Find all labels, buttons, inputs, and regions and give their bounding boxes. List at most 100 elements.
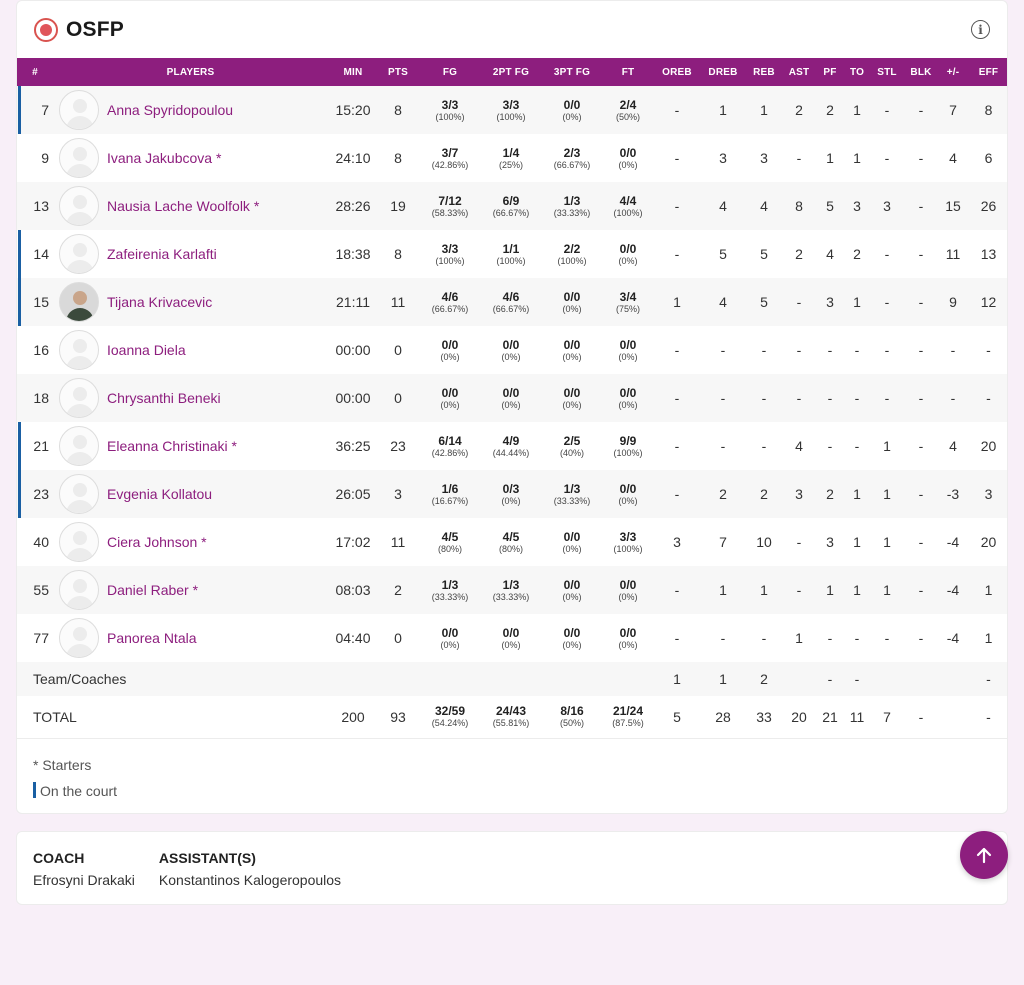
minutes: 08:03 — [335, 582, 371, 598]
fg3-percentage: (33.33%) — [553, 495, 591, 506]
avatar[interactable] — [59, 522, 99, 562]
scroll-to-top-button[interactable] — [960, 831, 1008, 879]
stat-eff: - — [986, 342, 991, 358]
column-header: PTS — [387, 66, 409, 78]
table-row: 23 Evgenia Kollatou 26:05 3 1/6 (16.67%) 0/3 (0… — [17, 470, 1007, 518]
column-header: EFF — [978, 66, 999, 78]
fg3-made-attempted: 2/3 — [563, 145, 581, 160]
avatar[interactable] — [59, 474, 99, 514]
stat-oreb: 3 — [673, 534, 681, 550]
minutes: 26:05 — [335, 486, 371, 502]
stat-stl: - — [884, 294, 890, 310]
minutes: 28:26 — [335, 198, 371, 214]
avatar[interactable] — [59, 90, 99, 130]
stat-blk: - — [918, 630, 924, 646]
stat-dreb: 7 — [719, 534, 727, 550]
fg: 6/14 (42.86%) — [418, 422, 482, 470]
stat-to: 1 — [853, 150, 861, 166]
fg3: 8/16 (50%) — [540, 696, 604, 738]
table-row: 16 Ioanna Diela 00:00 0 0/0 (0%) 0/0 (0%) 0/0 (0%… — [17, 326, 1007, 374]
stat-stl: 1 — [883, 534, 891, 550]
fg3-made-attempted: 2/2 — [563, 241, 581, 256]
ft-made-attempted: 3/3 — [619, 529, 637, 544]
stat-pm — [936, 662, 970, 696]
ft-percentage: (0%) — [618, 351, 638, 362]
fg3: 1/3 (33.33%) — [540, 182, 604, 230]
stat-reb: 5 — [760, 294, 768, 310]
stat-oreb: - — [674, 438, 680, 454]
coach-card: COACH Efrosyni Drakaki ASSISTANT(S) Kons… — [16, 831, 1008, 905]
fg2-percentage: (0%) — [501, 639, 521, 650]
player-name-link[interactable]: Ivana Jakubcova * — [107, 150, 222, 166]
fg-made-attempted: 1/6 — [441, 481, 459, 496]
points: 3 — [394, 486, 402, 502]
stat-pf: - — [827, 342, 833, 358]
avatar[interactable] — [59, 186, 99, 226]
info-icon[interactable]: i — [971, 20, 990, 39]
fg2: 3/3 (100%) — [482, 86, 540, 134]
player-name-link[interactable]: Nausia Lache Woolfolk * — [107, 198, 260, 214]
column-header: +/- — [946, 66, 960, 78]
player-name-link[interactable]: Tijana Krivacevic — [107, 294, 213, 310]
stat-dreb: - — [720, 438, 726, 454]
avatar[interactable] — [59, 570, 99, 610]
column-header: MIN — [343, 66, 363, 78]
player-name-link[interactable]: Zafeirenia Karlafti — [107, 246, 217, 262]
team-coaches-row: Team/Coaches 1 1 2 - - - — [17, 662, 1007, 696]
player-name-link[interactable]: Evgenia Kollatou — [107, 486, 213, 502]
fg2: 1/1 (100%) — [482, 230, 540, 278]
on-court-marker — [33, 781, 36, 798]
column-header: 2PT FG — [492, 66, 530, 78]
stat-oreb: - — [674, 486, 680, 502]
stat-blk: - — [918, 534, 924, 550]
avatar[interactable] — [59, 330, 99, 370]
fg3-percentage: (0%) — [562, 399, 582, 410]
fg-percentage: (33.33%) — [431, 591, 469, 602]
points: 8 — [394, 150, 402, 166]
stat-to: 1 — [853, 102, 861, 118]
player-name-link[interactable]: Daniel Raber * — [107, 582, 199, 598]
fg2: 1/3 (33.33%) — [482, 566, 540, 614]
player-cell: Zafeirenia Karlafti — [53, 230, 328, 278]
player-name-link[interactable]: Eleanna Christinaki * — [107, 438, 237, 454]
table-header-row: # PLAYERS MIN PTS FG 2PT FG 3PT FG FT OREB DREB RE… — [17, 58, 1007, 86]
stat-pf: 5 — [826, 198, 834, 214]
stat-stl: 1 — [883, 582, 891, 598]
player-name-link[interactable]: Ioanna Diela — [107, 342, 186, 358]
ft-made-attempted: 0/0 — [619, 481, 637, 496]
fg-made-attempted: 0/0 — [441, 385, 459, 400]
stat-to: - — [854, 438, 860, 454]
player-name-link[interactable]: Ciera Johnson * — [107, 534, 207, 550]
stat-blk: - — [918, 102, 924, 118]
avatar[interactable] — [59, 378, 99, 418]
player-name-link[interactable]: Anna Spyridopoulou — [107, 102, 234, 118]
fg3-percentage: (66.67%) — [553, 159, 591, 170]
stat-pm: 11 — [945, 246, 961, 262]
fg2: 0/3 (0%) — [482, 470, 540, 518]
assistant-block: ASSISTANT(S) Konstantinos Kalogeropoulos — [159, 850, 341, 888]
avatar[interactable] — [59, 426, 99, 466]
stat-to: - — [854, 390, 860, 406]
avatar[interactable] — [59, 282, 99, 322]
avatar[interactable] — [59, 138, 99, 178]
fg: 3/3 (100%) — [418, 86, 482, 134]
stat-reb: 2 — [760, 486, 768, 502]
ft: 3/3 (100%) — [604, 518, 652, 566]
ft-percentage: (0%) — [618, 159, 638, 170]
points: 93 — [390, 708, 406, 725]
stat-reb: - — [761, 630, 767, 646]
arrow-up-icon — [976, 847, 992, 864]
column-header: DREB — [708, 66, 738, 78]
player-name-link[interactable]: Chrysanthi Beneki — [107, 390, 221, 406]
stat-pm: 4 — [949, 150, 957, 166]
stat-pf: 21 — [822, 708, 838, 725]
fg2: 0/0 (0%) — [482, 326, 540, 374]
stat-to: 11 — [849, 708, 865, 725]
fg2: 4/9 (44.44%) — [482, 422, 540, 470]
avatar[interactable] — [59, 618, 99, 658]
avatar[interactable] — [59, 234, 99, 274]
fg: 7/12 (58.33%) — [418, 182, 482, 230]
player-name-link[interactable]: Panorea Ntala — [107, 630, 197, 646]
stat-eff: - — [986, 671, 991, 687]
stat-reb: - — [761, 342, 767, 358]
